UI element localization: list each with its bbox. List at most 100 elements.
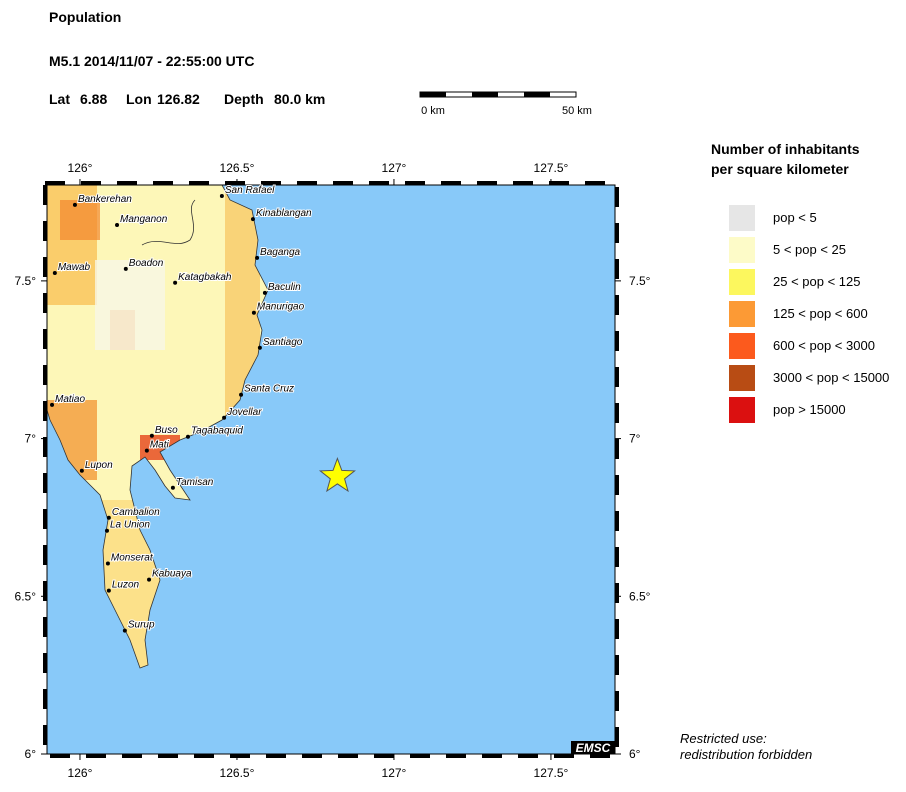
town-label: Baculin	[268, 282, 301, 293]
town-dot	[222, 415, 227, 420]
lon-tick-label: 127°	[382, 766, 407, 780]
town-dot	[251, 310, 256, 315]
town-dot	[115, 223, 120, 228]
lat-tick-label: 7°	[629, 432, 641, 446]
scale-seg	[420, 92, 446, 97]
town-label: Luzon	[112, 580, 140, 591]
town-dot	[144, 448, 149, 453]
town-label: Santiago	[263, 337, 303, 348]
town-label: Baganga	[260, 247, 300, 258]
town-dot	[250, 217, 255, 222]
map-frame	[46, 184, 616, 755]
town-label: Boadon	[129, 258, 164, 269]
town-dot	[239, 392, 244, 397]
town-dot	[149, 433, 154, 438]
lon-value: 126.82	[157, 91, 200, 107]
note: Restricted use:	[680, 731, 767, 746]
lat-value: 6.88	[80, 91, 107, 107]
town-label: Cambalion	[112, 507, 160, 518]
lon-tick-label: 127.5°	[534, 161, 569, 175]
legend-swatch	[729, 365, 755, 391]
land-patch	[60, 200, 100, 240]
town-label: Mawab	[58, 262, 91, 273]
legend-title: Number of inhabitants	[711, 141, 860, 157]
legend-title: per square kilometer	[711, 161, 849, 177]
legend-label: 25 < pop < 125	[773, 274, 860, 289]
lat-tick-label: 7.5°	[629, 274, 651, 288]
event-line: M5.1 2014/11/07 - 22:55:00 UTC	[49, 53, 254, 69]
lat-tick-label: 6°	[25, 747, 37, 761]
lat-tick-label: 7.5°	[15, 274, 37, 288]
town-label: Manurigao	[257, 302, 305, 313]
town-label: Buso	[155, 425, 178, 436]
depth-value: 80.0 km	[274, 91, 325, 107]
title: Population	[49, 9, 121, 25]
legend-label: pop < 5	[773, 210, 817, 225]
lon-label: Lon	[126, 91, 152, 107]
town-label: Kinablangan	[256, 208, 312, 219]
town-label: Santa Cruz	[244, 384, 294, 395]
scale-seg	[524, 92, 550, 97]
town-label: Lupon	[85, 460, 113, 471]
lat-tick-label: 6°	[629, 747, 641, 761]
scale-end: 50 km	[562, 105, 592, 117]
town-dot	[122, 628, 127, 633]
town-label: Bankerehan	[78, 194, 132, 205]
town-label: Kabuaya	[152, 569, 192, 580]
town-dot	[105, 561, 110, 566]
scale-start: 0 km	[421, 105, 445, 117]
town-label: Manganon	[120, 214, 168, 225]
town-dot	[106, 588, 111, 593]
lon-tick-label: 126°	[68, 766, 93, 780]
legend-swatch	[729, 205, 755, 231]
town-label: Monserat	[111, 552, 154, 563]
legend-swatch	[729, 333, 755, 359]
coastline	[46, 184, 269, 669]
town-dot	[255, 255, 260, 260]
scale-seg	[472, 92, 498, 97]
note: redistribution forbidden	[680, 747, 812, 762]
legend-swatch	[729, 269, 755, 295]
town-label: Mati	[150, 440, 170, 451]
town-label: San Rafael	[225, 185, 275, 196]
town-label: Tamisan	[176, 477, 214, 488]
town-label: Tagabaquid	[191, 426, 243, 437]
lat-tick-label: 6.5°	[629, 589, 651, 603]
epicenter	[318, 456, 356, 493]
town-dot	[262, 290, 267, 295]
scale-bar: 0 km 50 km	[419, 91, 592, 117]
badge-bg	[571, 741, 615, 754]
badge: EMSC	[576, 741, 611, 755]
legend-label: 125 < pop < 600	[773, 306, 868, 321]
river	[141, 199, 196, 246]
legend-swatch	[729, 397, 755, 423]
lat-label: Lat	[49, 91, 70, 107]
lon-tick-label: 127.5°	[534, 766, 569, 780]
map: EMSC San Rafael Bankerehan Kinablangan Mang…	[43, 181, 619, 758]
lat-tick-label: 7°	[25, 432, 37, 446]
town-dot	[79, 468, 84, 473]
town-label: Jovellar	[226, 407, 262, 418]
town-label: Surup	[128, 620, 155, 631]
town-dot	[52, 270, 57, 275]
town-dot	[219, 194, 224, 199]
legend-swatch	[729, 237, 755, 263]
town-dot	[185, 434, 190, 439]
town-dot	[106, 515, 111, 520]
legend-swatch	[729, 301, 755, 327]
land-patch	[95, 260, 165, 350]
depth-label: Depth	[224, 91, 264, 107]
legend-label: pop > 15000	[773, 402, 846, 417]
lat-tick-label: 6.5°	[15, 589, 37, 603]
town-dot	[50, 402, 55, 407]
town-label: Matiao	[55, 394, 85, 405]
lon-tick-label: 126.5°	[220, 161, 255, 175]
town-dot	[72, 202, 77, 207]
legend-label: 600 < pop < 3000	[773, 338, 875, 353]
town-label: La Union	[110, 520, 150, 531]
legend-label: 3000 < pop < 15000	[773, 370, 889, 385]
town-dot	[170, 485, 175, 490]
town-dot	[173, 280, 178, 285]
town-dot	[104, 528, 109, 533]
